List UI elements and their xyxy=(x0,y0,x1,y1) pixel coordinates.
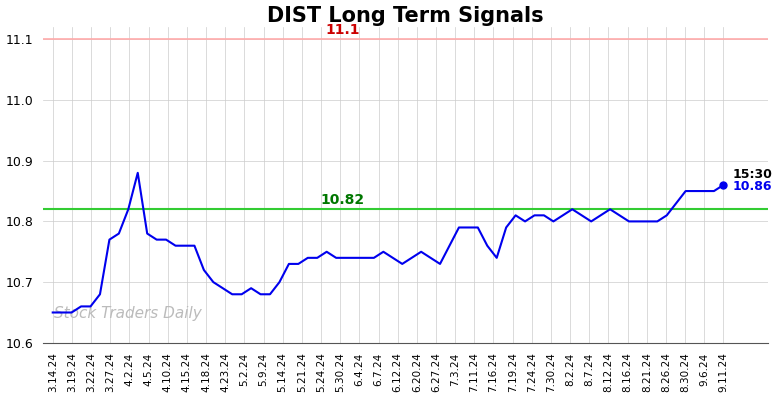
Title: DIST Long Term Signals: DIST Long Term Signals xyxy=(267,6,543,25)
Text: Stock Traders Daily: Stock Traders Daily xyxy=(54,306,201,321)
Text: 10.82: 10.82 xyxy=(321,193,365,207)
Text: 10.86: 10.86 xyxy=(733,180,772,193)
Text: 15:30: 15:30 xyxy=(733,168,773,181)
Text: 11.1: 11.1 xyxy=(325,23,360,37)
